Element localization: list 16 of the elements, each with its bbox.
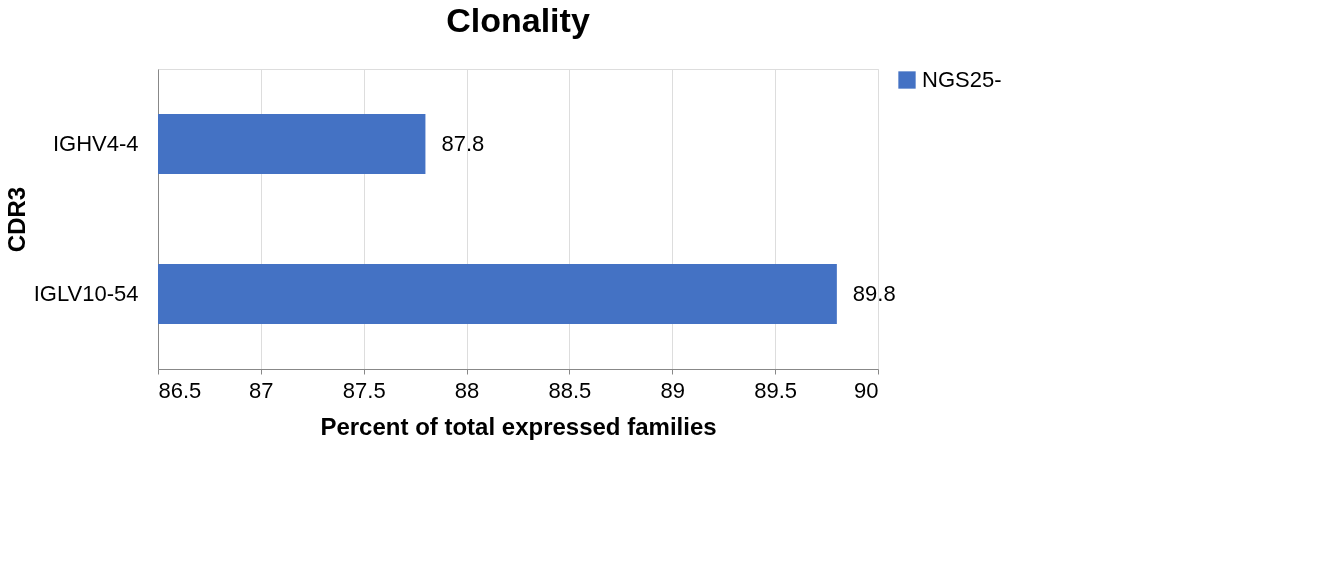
y-axis-title: CDR3 xyxy=(2,186,30,253)
x-tick-label: 87 xyxy=(249,377,274,403)
data-label: 89.8 xyxy=(852,281,896,306)
x-tick-label: 88 xyxy=(454,377,480,403)
y-tick-label: IGLV10-54 xyxy=(33,281,139,306)
data-label: 87.8 xyxy=(441,131,485,156)
x-tick-label: 90 xyxy=(854,377,879,403)
x-tick-label: 88.5 xyxy=(548,377,592,403)
x-tick-label: 89 xyxy=(660,377,686,403)
x-tick-label: 86.5 xyxy=(158,377,202,403)
x-tick-label: 87.5 xyxy=(342,377,386,403)
y-tick-label: IGHV4-4 xyxy=(52,131,139,156)
chart-title: Clonality xyxy=(446,1,590,39)
legend-label: NGS25- xyxy=(922,67,1002,92)
x-tick-label: 89.5 xyxy=(754,377,798,403)
x-axis-title: Percent of total expressed families xyxy=(320,412,717,440)
